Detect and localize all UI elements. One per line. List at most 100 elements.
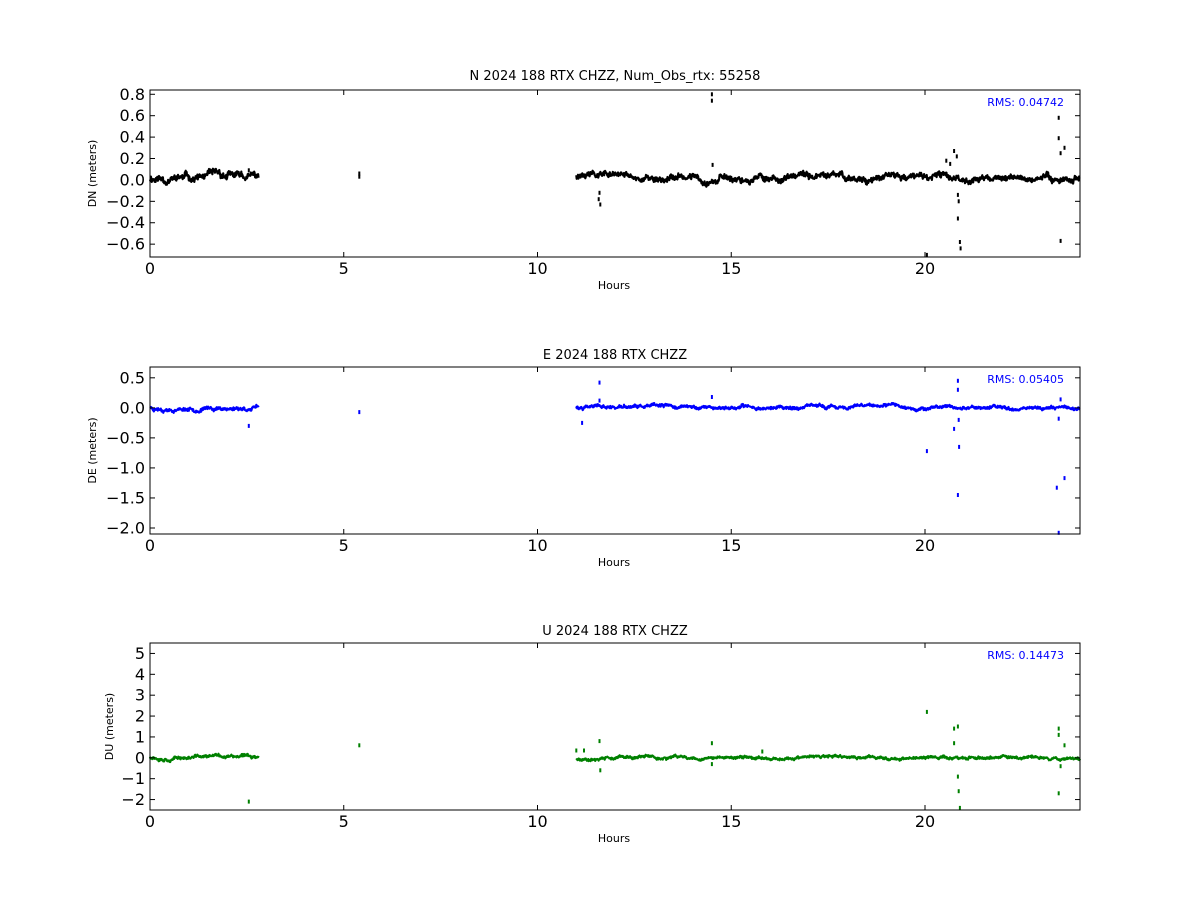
up-panel: U 2024 188 RTX CHZZ 0 5 10 15 20 −2 −1 0 12 3 4 5 R… [103, 624, 1082, 845]
up-y-tick-label: 4 [135, 665, 145, 684]
east-data-point [958, 444, 961, 449]
east-data-point [598, 398, 601, 403]
north-x-tick-label: 15 [721, 259, 741, 278]
up-y-tick-label: 3 [135, 686, 145, 705]
up-data-point [247, 799, 250, 804]
east-ticks: 0 5 10 15 20 −2.0 −1.5 −1.0 −0.5 0.0 0.5 [106, 367, 1080, 555]
up-y-axis-label: DU (meters) [103, 693, 116, 760]
up-data-point [956, 774, 959, 779]
east-y-tick-label: −1.5 [106, 488, 145, 507]
north-plot-frame [149, 89, 1081, 258]
east-rms-annotation: RMS: 0.05405 [987, 373, 1064, 386]
east-x-tick-label: 5 [339, 536, 349, 555]
north-y-tick-label: 0.8 [120, 85, 145, 104]
east-data-point [598, 380, 601, 385]
north-y-tick-label: 0.4 [120, 128, 145, 147]
up-y-tick-label: 1 [135, 727, 145, 746]
north-data-point [955, 154, 958, 159]
north-data-point [956, 216, 959, 221]
north-y-tick-label: −0.2 [106, 192, 145, 211]
east-x-tick-label: 20 [915, 536, 935, 555]
north-title: N 2024 188 RTX CHZZ, Num_Obs_rtx: 55258 [470, 69, 761, 84]
north-data-point [1059, 238, 1062, 243]
east-y-tick-label: −2.0 [106, 518, 145, 537]
up-data-point [1057, 726, 1060, 731]
up-series-trace [148, 752, 260, 764]
up-data-point [1057, 791, 1060, 796]
up-x-axis-label: Hours [598, 832, 630, 845]
up-x-tick-label: 0 [145, 812, 155, 831]
up-data-point [583, 748, 585, 753]
up-x-tick-label: 10 [527, 812, 547, 831]
north-data-point [956, 192, 959, 197]
up-x-tick-label: 15 [721, 812, 741, 831]
north-data-point [953, 149, 956, 153]
north-markers [148, 92, 1081, 257]
north-series-trace [148, 167, 260, 186]
north-data-point [958, 240, 961, 244]
north-data-point [959, 246, 962, 251]
north-data-point [1057, 136, 1060, 141]
east-x-tick-label: 15 [721, 536, 741, 555]
north-x-tick-label: 5 [339, 259, 349, 278]
up-data-point [958, 805, 961, 810]
up-data-point [956, 724, 959, 729]
up-data-point [598, 739, 601, 744]
up-data-point [761, 749, 764, 754]
east-data-point [957, 417, 960, 422]
north-data-point [1059, 151, 1062, 156]
north-x-tick-label: 20 [915, 259, 935, 278]
east-data-point [956, 387, 959, 392]
up-ticks: 0 5 10 15 20 −2 −1 0 12 3 4 5 [121, 643, 1080, 831]
east-data-point [953, 426, 956, 431]
north-data-point [710, 98, 713, 103]
north-data-point [1063, 145, 1066, 150]
up-plot-frame [149, 642, 1081, 811]
up-y-tick-label: −2 [121, 790, 145, 809]
up-x-tick-label: 5 [339, 812, 349, 831]
north-data-point [957, 199, 960, 204]
north-data-point [711, 162, 714, 167]
east-data-point [1059, 397, 1062, 402]
north-y-axis-label: DN (meters) [86, 140, 99, 208]
east-data-point [1057, 530, 1060, 535]
north-y-tick-label: 0.6 [120, 106, 145, 125]
north-x-tick-label: 10 [527, 259, 547, 278]
up-data-point [1063, 743, 1066, 748]
east-data-point [581, 420, 584, 425]
east-data-point [956, 493, 959, 497]
up-data-point [599, 768, 602, 773]
north-data-point [925, 252, 928, 257]
up-data-point [953, 741, 956, 746]
east-y-tick-label: 0.0 [120, 398, 145, 417]
up-data-point [925, 709, 928, 714]
up-data-point [1059, 764, 1062, 769]
east-series-trace [149, 403, 260, 414]
east-markers [149, 378, 1081, 535]
east-data-point [1063, 476, 1066, 481]
north-data-point [598, 190, 601, 195]
east-data-point [925, 449, 928, 454]
north-data-point [945, 158, 948, 163]
north-y-tick-label: 0.2 [120, 149, 145, 168]
east-data-point [710, 395, 713, 399]
east-data-point [1057, 416, 1060, 421]
east-x-axis-label: Hours [598, 556, 630, 569]
east-panel: E 2024 188 RTX CHZZ 0 5 10 15 20 −2.0 −1.5 −1.0… [86, 348, 1081, 569]
up-markers [148, 709, 1082, 810]
east-data-point [247, 423, 250, 428]
north-data-point [247, 168, 250, 173]
north-y-tick-label: −0.4 [106, 213, 145, 232]
east-plot-frame [149, 366, 1081, 535]
north-ticks: 0 5 10 15 20 −0.6 −0.4 −0.2 0.0 0.2 0.4 0.6 0.8 [106, 85, 1080, 278]
up-data-point [358, 743, 361, 748]
east-x-tick-label: 10 [527, 536, 547, 555]
east-series-trace [575, 402, 1081, 413]
north-y-tick-label: 0.0 [120, 170, 145, 189]
north-data-point [710, 92, 713, 97]
north-data-point [599, 202, 602, 207]
up-y-tick-label: −1 [121, 769, 145, 788]
up-data-point [957, 789, 960, 794]
north-series-trace [575, 169, 1081, 188]
north-data-point [949, 161, 952, 166]
